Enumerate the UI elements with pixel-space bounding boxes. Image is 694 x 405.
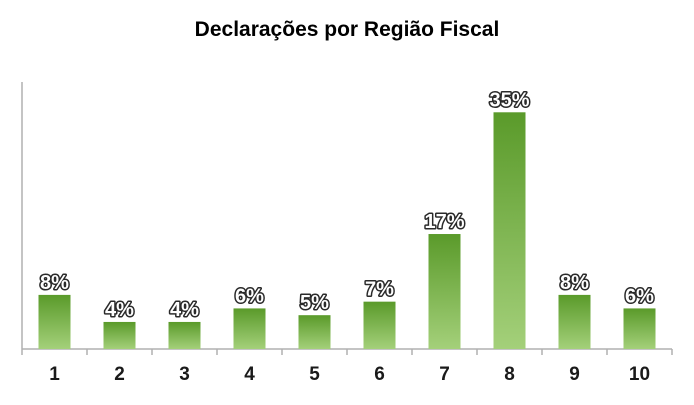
x-tick-label-6: 6 <box>374 364 385 385</box>
x-tick-label-3: 3 <box>179 364 190 385</box>
data-label-7: 17% <box>424 211 464 233</box>
bar-8 <box>493 112 526 349</box>
bar-6 <box>363 301 396 349</box>
data-label-3: 4% <box>170 299 199 321</box>
data-label-2: 4% <box>105 299 134 321</box>
x-tick-label-10: 10 <box>629 364 650 385</box>
data-label-4: 6% <box>235 285 264 307</box>
x-tick-label-1: 1 <box>49 364 60 385</box>
label-layer: 8% 1 4% 2 4% 3 6% 4 5% 5 7% 6 17% 7 35% 8 8% 9 6% 10 <box>39 88 656 385</box>
data-label-8: 35% <box>489 89 529 111</box>
bar-layer <box>38 112 656 349</box>
bar-1 <box>38 294 71 349</box>
bar-7 <box>428 234 461 349</box>
bar-5 <box>298 315 331 349</box>
bar-2 <box>103 321 136 349</box>
x-tick-label-8: 8 <box>504 364 515 385</box>
data-label-6: 7% <box>365 279 394 301</box>
x-tick-label-5: 5 <box>309 364 320 385</box>
chart-title: Declarações por Região Fiscal <box>194 18 500 41</box>
x-tick-label-9: 9 <box>569 364 580 385</box>
data-label-10: 6% <box>625 285 654 307</box>
bar-3 <box>168 321 201 349</box>
data-label-1: 8% <box>40 272 69 294</box>
x-tick-label-2: 2 <box>114 364 125 385</box>
x-tick-label-4: 4 <box>244 364 255 385</box>
bar-4 <box>233 308 266 349</box>
x-tick-label-7: 7 <box>439 364 450 385</box>
data-label-9: 8% <box>560 272 589 294</box>
data-label-5: 5% <box>300 292 329 314</box>
bar-9 <box>558 294 591 349</box>
bar-10 <box>623 308 656 349</box>
